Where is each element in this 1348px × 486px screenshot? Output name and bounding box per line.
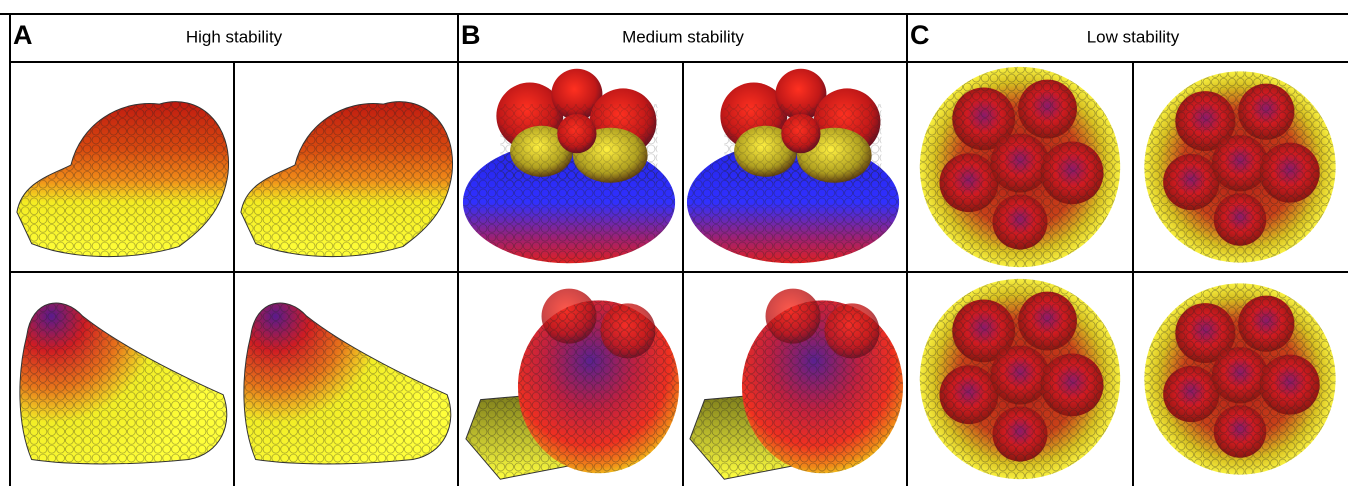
render (463, 69, 675, 263)
render (1144, 283, 1335, 474)
render (241, 102, 453, 257)
panel-label: C (910, 20, 930, 50)
render (1144, 71, 1335, 262)
render (920, 279, 1120, 479)
panel-label: A (13, 20, 33, 50)
render (466, 289, 679, 480)
render (17, 102, 229, 257)
figure: A High stability B Medium stability C Lo… (0, 0, 1348, 486)
panel-title: High stability (186, 27, 283, 46)
panel-title: Medium stability (622, 27, 744, 46)
page: A High stability B Medium stability C Lo… (0, 0, 1348, 486)
panel-label: B (461, 20, 481, 50)
render (920, 67, 1120, 267)
panel-title: Low stability (1087, 27, 1180, 46)
render (690, 289, 903, 480)
render (20, 303, 227, 464)
render (244, 303, 451, 464)
render (687, 69, 899, 263)
